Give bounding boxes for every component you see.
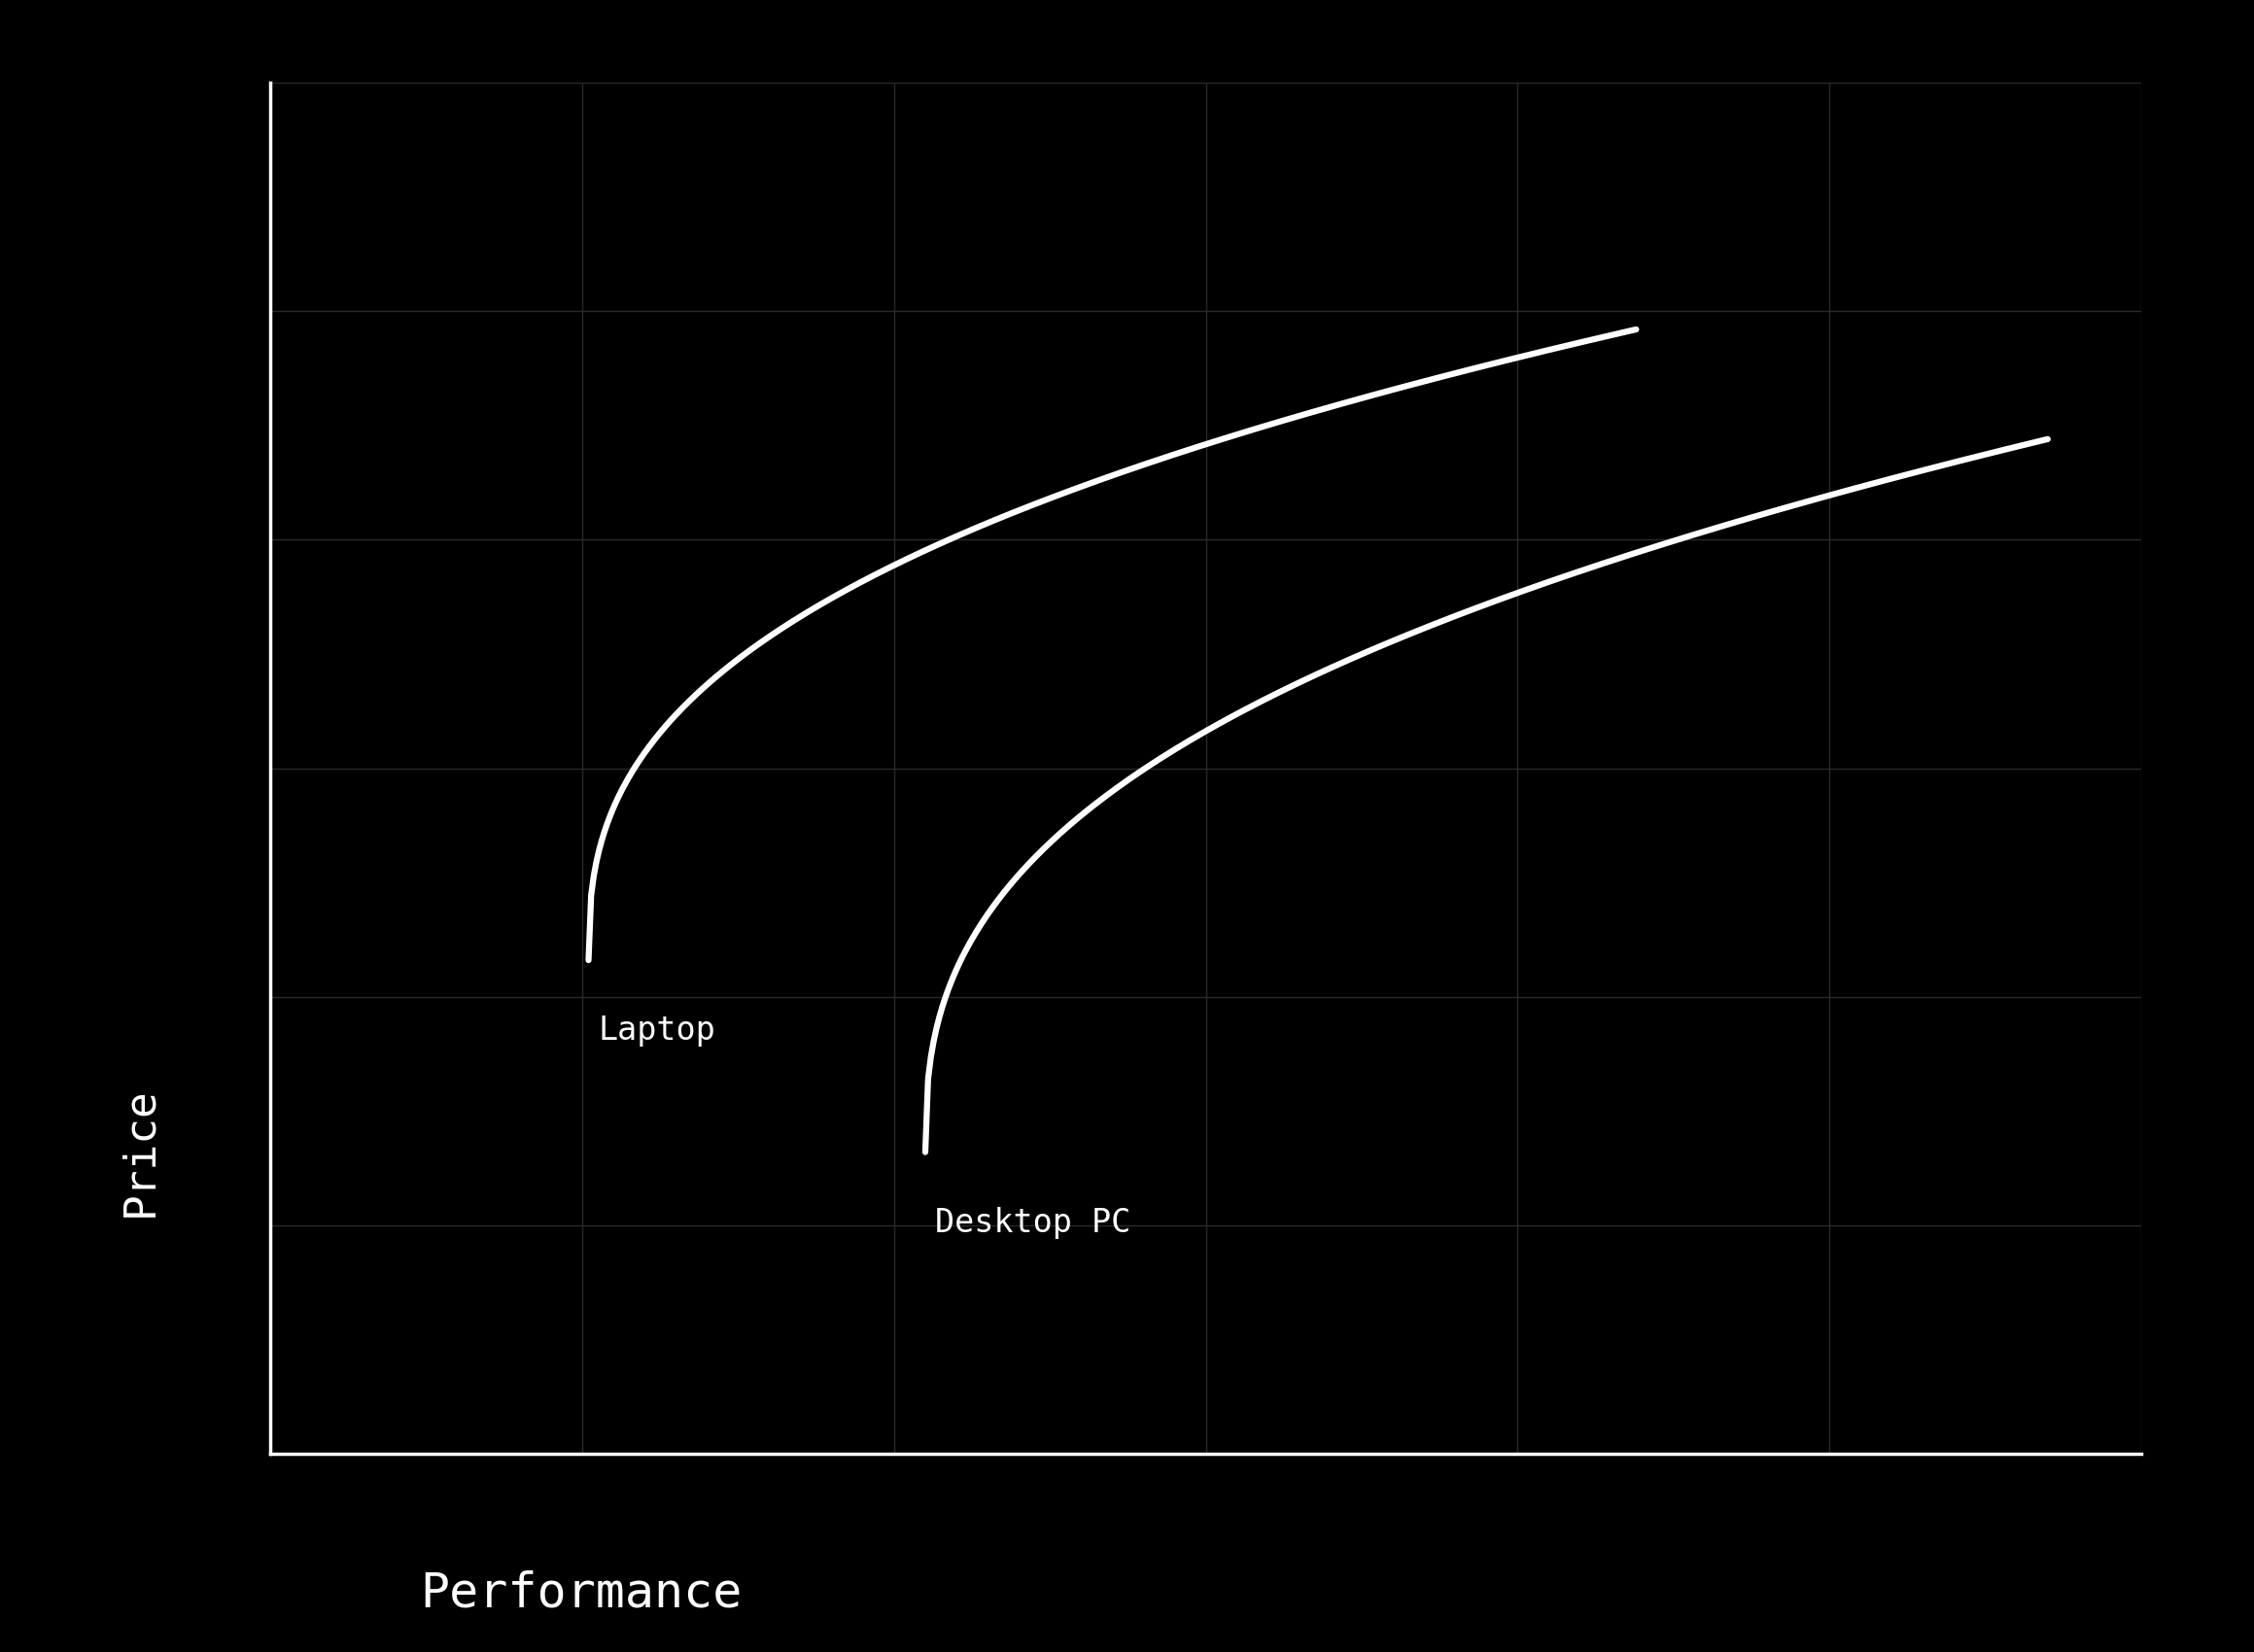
Text: Laptop: Laptop bbox=[597, 1014, 715, 1047]
Text: Performance: Performance bbox=[419, 1571, 742, 1617]
Text: Price: Price bbox=[119, 1087, 160, 1218]
Text: Desktop PC: Desktop PC bbox=[935, 1208, 1129, 1239]
